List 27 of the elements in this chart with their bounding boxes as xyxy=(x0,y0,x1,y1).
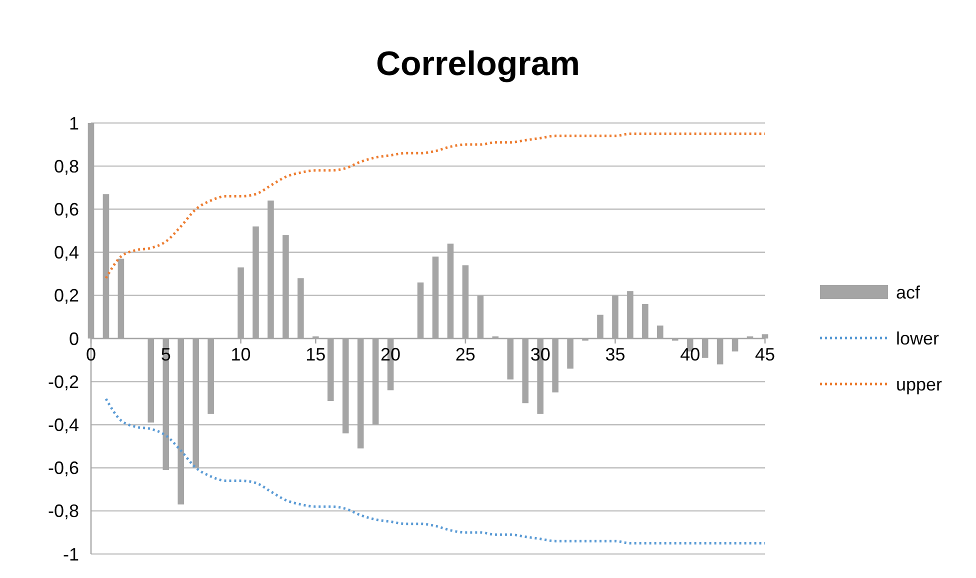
y-tick-label: 0,4 xyxy=(54,242,79,263)
x-tick-label: 0 xyxy=(86,344,96,364)
x-tick-label: 10 xyxy=(230,344,251,364)
y-tick-label: 0,2 xyxy=(54,286,79,306)
x-tick-label: 40 xyxy=(680,344,700,364)
x-tick-label: 25 xyxy=(455,344,476,364)
line-series xyxy=(104,398,766,544)
legend-label: upper xyxy=(896,374,942,394)
legend-label: lower xyxy=(896,328,940,348)
y-tick-label: 0,6 xyxy=(54,200,79,220)
y-tick-label: 0,8 xyxy=(54,156,79,176)
chart-title: Correlogram xyxy=(376,45,580,83)
y-tick-label: 1 xyxy=(68,113,79,134)
legend-label: acf xyxy=(896,282,922,302)
x-tick-label: 45 xyxy=(754,344,776,364)
x-tick-label: 35 xyxy=(605,344,626,364)
y-tick-label: -0,6 xyxy=(48,458,79,478)
x-tick-label: 15 xyxy=(306,344,326,364)
y-tick-label: -0,2 xyxy=(48,372,79,392)
x-tick-label: 20 xyxy=(380,344,401,364)
x-tick-label: 30 xyxy=(530,344,550,364)
line-series xyxy=(104,132,766,280)
y-tick-label: 0 xyxy=(68,328,79,349)
x-tick-label: 5 xyxy=(160,344,171,364)
y-tick-label: -0,4 xyxy=(48,415,79,435)
y-tick-label: -1 xyxy=(62,544,79,564)
y-tick-label: -0,8 xyxy=(48,501,79,522)
